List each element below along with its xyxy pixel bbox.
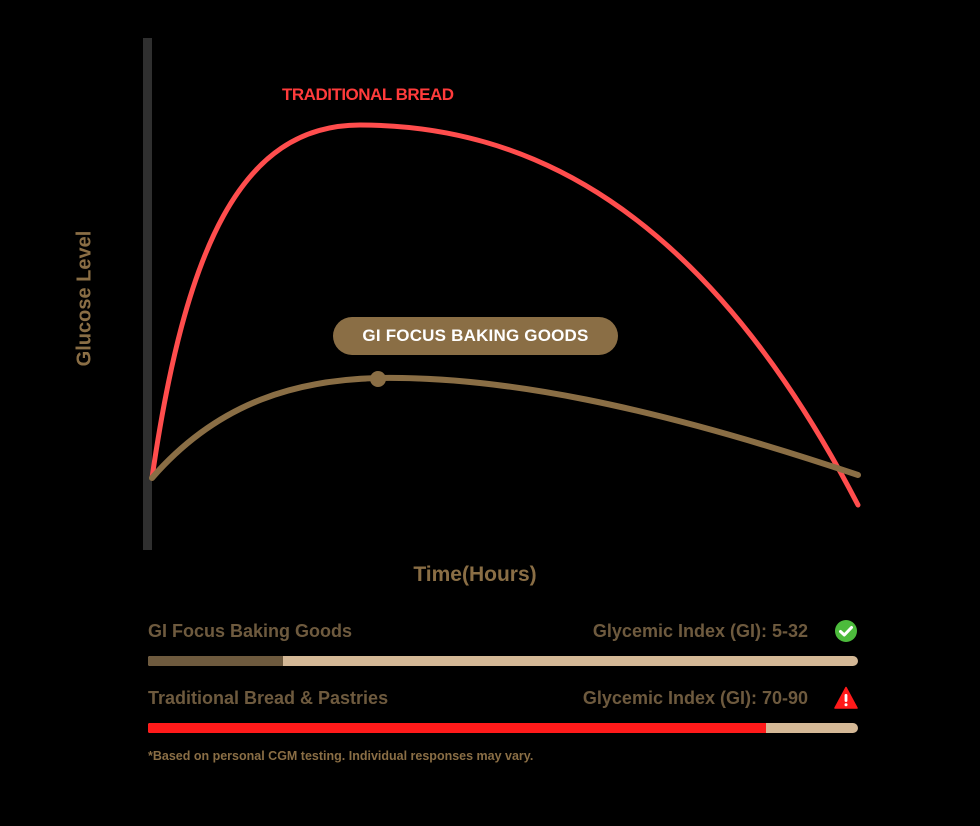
comparison-row-traditional: Traditional Bread & Pastries Glycemic In… — [148, 686, 860, 733]
traditional-bread-curve — [149, 122, 861, 508]
gi-range: Glycemic Index (GI): 5-32 — [592, 621, 808, 641]
glucose-chart — [143, 38, 861, 550]
gi-bar-fill — [148, 723, 766, 733]
y-axis-label: Glucose Level — [73, 230, 96, 367]
gi-focus-label-text: GI FOCUS BAKING GOODS — [362, 326, 589, 345]
gi-bar-fill — [148, 656, 283, 666]
gi-focus-marker — [370, 371, 386, 387]
product-name: GI Focus Baking Goods — [148, 621, 353, 641]
y-axis-line — [143, 38, 152, 550]
x-axis-label: Time(Hours) — [413, 563, 537, 586]
check-circle-icon — [835, 620, 857, 642]
gi-bar-track — [148, 723, 858, 733]
gi-focus-curve — [149, 374, 861, 481]
warning-triangle-icon — [834, 686, 858, 709]
product-name: Traditional Bread & Pastries — [148, 688, 389, 708]
traditional-bread-label: TRADITIONAL BREAD — [282, 85, 454, 104]
gi-focus-label: GI FOCUS BAKING GOODS — [333, 317, 618, 355]
gi-range: Glycemic Index (GI): 70-90 — [582, 688, 808, 708]
footnote: *Based on personal CGM testing. Individu… — [148, 749, 534, 763]
gi-bar-track — [148, 656, 858, 666]
comparison-row-gi-focus: GI Focus Baking Goods Glycemic Index (GI… — [148, 620, 860, 666]
